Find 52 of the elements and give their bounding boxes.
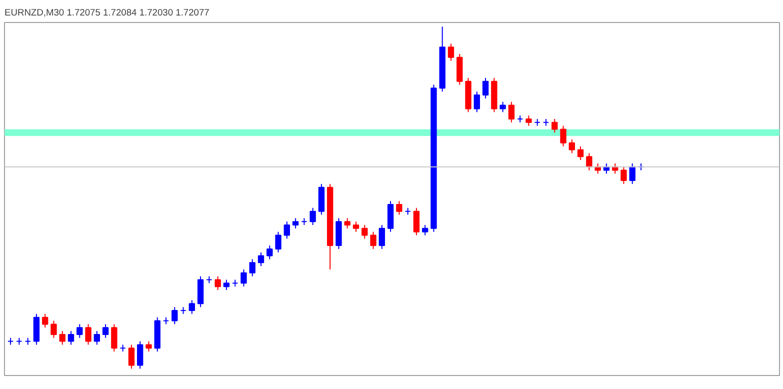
- candlestick: [188, 300, 195, 314]
- candlestick: [568, 138, 575, 154]
- candlestick: [482, 77, 489, 99]
- candlestick: [85, 324, 92, 346]
- candlestick: [310, 207, 316, 226]
- candlestick: [396, 200, 402, 216]
- candlestick: [526, 115, 532, 126]
- candlestick: [172, 306, 178, 325]
- candlestick: [500, 101, 506, 113]
- candlestick: [456, 53, 463, 86]
- candlestick: [387, 200, 394, 232]
- candlestick: [111, 324, 118, 352]
- candlestick: [258, 252, 264, 267]
- candlestick: [223, 279, 230, 290]
- candlestick: [448, 43, 454, 62]
- candlestick: [214, 276, 221, 290]
- candlestick: [370, 231, 376, 250]
- candlestick: [275, 231, 282, 253]
- candlestick: [240, 268, 247, 288]
- candlestick: [629, 162, 636, 184]
- candlestick: [249, 258, 256, 277]
- candlestick: [577, 146, 584, 161]
- candlestick: [59, 330, 66, 346]
- candlestick: [422, 224, 428, 236]
- candlestick: [508, 101, 515, 123]
- candlestick: [336, 218, 342, 250]
- candlestick: [318, 183, 325, 216]
- candlestick: [76, 324, 83, 338]
- candlestick: [552, 118, 558, 134]
- candlestick: [50, 320, 57, 338]
- candlestick: [128, 344, 135, 370]
- candlestick: [352, 221, 360, 232]
- candlestick: [474, 91, 480, 113]
- candlestick: [292, 218, 299, 229]
- candlestick: [146, 340, 152, 352]
- candlestick: [94, 330, 100, 346]
- candlestick: [136, 340, 144, 370]
- candlestick: [620, 166, 627, 184]
- candlestick: [33, 313, 40, 346]
- candlestick: [362, 224, 368, 240]
- candlestick: [197, 276, 204, 308]
- candlestick: [344, 218, 350, 229]
- candlestick: [266, 245, 273, 260]
- candlestick: [42, 313, 48, 328]
- candlestick: [68, 330, 74, 346]
- chart-title: EURNZD,M30 1.72075 1.72084 1.72030 1.72077: [4, 8, 210, 18]
- candlestick: [413, 207, 420, 236]
- candlestick: [560, 125, 566, 147]
- candlestick: [586, 152, 592, 171]
- candlestick: [102, 324, 109, 338]
- candlestick: [284, 221, 290, 240]
- candlestick: [378, 224, 385, 250]
